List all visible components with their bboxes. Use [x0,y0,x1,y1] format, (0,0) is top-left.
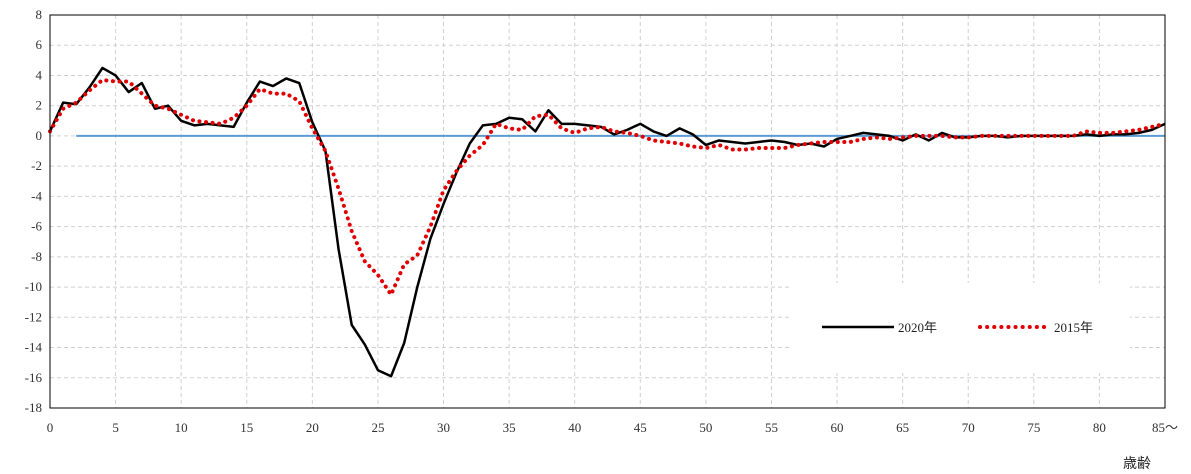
x-tick-label: 45 [634,420,647,435]
x-tick-label: 5 [112,420,119,435]
y-tick-label: 4 [36,67,43,82]
series-lines [48,66,1167,378]
legend: 2020年 2015年 [790,283,1130,373]
y-tick-label: 0 [36,128,43,143]
x-tick-label: 75 [1027,420,1040,435]
y-tick-label: -16 [25,370,43,385]
x-tick-label: 85～ [1152,420,1178,435]
series-line-2015 [48,77,1167,299]
y-axis-tick-labels: 8 6 4 2 0 -2 -4 -6 -8 -10 -12 -14 -16 -18 [25,7,43,415]
x-tick-label: 60 [831,420,844,435]
x-tick-label: 55 [765,420,778,435]
x-tick-label: 70 [962,420,975,435]
x-tick-label: 15 [240,420,253,435]
y-tick-label: -18 [25,400,42,415]
x-tick-label: 65 [896,420,909,435]
y-tick-label: -8 [31,249,42,264]
y-tick-label: 6 [36,37,43,52]
x-tick-label: 50 [699,420,712,435]
x-tick-label: 30 [437,420,450,435]
y-tick-label: 2 [36,98,43,113]
x-axis-tick-labels: 0 5 10 15 20 25 30 35 40 45 50 55 60 65 70 75 80 85～ [47,420,1178,435]
legend-label-2015: 2015年 [1054,320,1093,335]
x-tick-label: 80 [1093,420,1106,435]
y-tick-label: -2 [31,158,42,173]
x-tick-label: 25 [371,420,384,435]
x-axis-label: 歳齢 [1123,456,1151,472]
y-tick-label: -12 [25,309,42,324]
series-line-2020 [48,66,1166,378]
legend-label-2020: 2020年 [898,320,937,335]
y-tick-label: -6 [31,219,42,234]
y-tick-label: -4 [31,188,42,203]
y-tick-label: -10 [25,279,42,294]
x-tick-label: 35 [503,420,516,435]
x-tick-label: 40 [568,420,581,435]
plot-area-border [49,14,1166,409]
y-tick-label: 8 [36,7,43,22]
x-tick-label: 20 [306,420,319,435]
x-tick-label: 10 [175,420,188,435]
y-tick-label: -14 [25,340,43,355]
x-tick-label: 0 [47,420,54,435]
